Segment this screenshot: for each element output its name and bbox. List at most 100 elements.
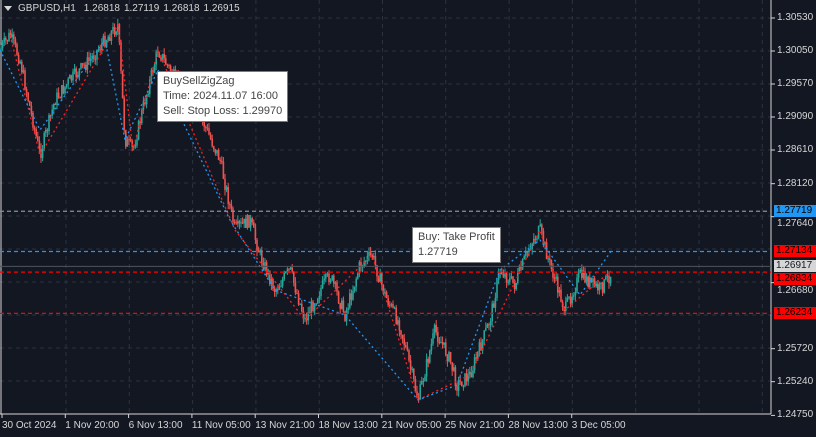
- candle-body: [497, 273, 500, 281]
- price-level-label[interactable]: 1.27719: [774, 205, 816, 218]
- price-level-label[interactable]: 1.26917: [774, 260, 816, 273]
- candle-body: [582, 270, 585, 278]
- candle-body: [475, 357, 477, 359]
- candle-body: [45, 129, 47, 133]
- candle-body: [390, 304, 393, 306]
- candle-body: [417, 397, 420, 400]
- candle-body: [65, 84, 68, 87]
- candle-body: [568, 296, 570, 298]
- candle-body: [96, 49, 98, 60]
- candle-body: [459, 380, 461, 382]
- x-tick-label: 1 Nov 20:00: [65, 420, 120, 431]
- candle-body: [379, 273, 381, 282]
- candle-body: [408, 350, 410, 361]
- candle-body: [385, 292, 388, 299]
- candle-body: [349, 293, 351, 309]
- candle-body: [88, 57, 90, 61]
- candle-body: [3, 37, 5, 43]
- candle-body: [465, 373, 468, 382]
- candle-body: [451, 362, 453, 371]
- price-level-label[interactable]: 1.26234: [774, 307, 816, 320]
- candle-body: [109, 36, 111, 41]
- chart-header: GBPUSD,H1 1.26818 1.27119 1.26818 1.2691…: [4, 3, 240, 14]
- candle-body: [473, 357, 476, 371]
- candle-body: [353, 286, 356, 291]
- candle-body: [211, 138, 213, 147]
- dropdown-triangle-icon[interactable]: [4, 6, 12, 11]
- candle-body: [270, 279, 273, 285]
- candle-body: [318, 296, 321, 299]
- y-tick-label: 1.30530: [777, 12, 814, 23]
- candle-body: [38, 140, 41, 149]
- candle-body: [374, 255, 377, 266]
- candle-body: [102, 35, 105, 44]
- candle-body: [134, 145, 137, 147]
- candle-body: [248, 214, 250, 228]
- candle-body: [216, 150, 218, 154]
- candle-body: [8, 32, 10, 42]
- candle-body: [48, 115, 50, 132]
- candle-body: [296, 292, 298, 294]
- candle-body: [553, 277, 556, 279]
- candle-body: [526, 251, 529, 253]
- candle-body: [598, 284, 601, 291]
- candle-body: [289, 267, 292, 270]
- candle-body: [438, 341, 441, 344]
- candle-body: [585, 276, 588, 283]
- candle-body: [53, 103, 55, 110]
- candle-body: [542, 230, 545, 245]
- candle-body: [326, 273, 329, 275]
- candle-body: [403, 338, 405, 346]
- candle-body: [528, 248, 530, 253]
- candle-body: [93, 55, 95, 59]
- candle-body: [152, 70, 154, 73]
- candle-body: [555, 276, 557, 279]
- candle-body: [389, 305, 391, 307]
- price-level-label[interactable]: 1.27134: [774, 245, 816, 258]
- candle-body: [398, 320, 401, 331]
- candle-body: [32, 112, 34, 129]
- candle-body: [150, 70, 153, 80]
- candle-body: [347, 308, 349, 310]
- candle-body: [400, 330, 402, 335]
- candle-body: [206, 127, 209, 129]
- price-level-label[interactable]: 1.26834: [774, 272, 816, 285]
- candle-body: [213, 146, 215, 150]
- candle-body: [350, 293, 353, 300]
- candle-body: [113, 27, 116, 35]
- candle-body: [414, 378, 417, 392]
- candle-body: [571, 296, 573, 304]
- candle-body: [120, 42, 122, 71]
- candle-body: [110, 31, 113, 41]
- candle-body: [369, 251, 372, 255]
- candle-body: [75, 68, 77, 78]
- candle-body: [393, 307, 396, 309]
- candle-body: [1, 42, 4, 49]
- candle-body: [163, 54, 165, 59]
- candle-body: [547, 258, 549, 260]
- x-tick-label: 28 Nov 13:00: [508, 420, 568, 431]
- candle-body: [515, 283, 517, 290]
- candle-body: [371, 254, 373, 258]
- candle-body: [313, 304, 316, 311]
- y-tick-label: 1.27640: [777, 217, 814, 229]
- candle-body: [440, 342, 442, 344]
- candle-body: [446, 355, 449, 362]
- candle-body: [253, 222, 255, 228]
- candle-body: [133, 146, 135, 148]
- candle-body: [499, 272, 501, 274]
- candle-body: [441, 342, 444, 345]
- candle-body: [427, 359, 429, 363]
- candle-body: [409, 360, 412, 370]
- candle-body: [454, 367, 457, 386]
- candle-body: [606, 275, 609, 277]
- candle-body: [477, 351, 479, 359]
- y-tick-label: 1.28120: [777, 177, 814, 189]
- x-tick-label: 11 Nov 05:00: [191, 420, 251, 431]
- x-tick-label: 13 Nov 21:00: [255, 420, 315, 431]
- candle-body: [381, 273, 383, 285]
- candle-body: [222, 161, 225, 179]
- candle-body: [576, 277, 578, 292]
- candle-body: [243, 218, 245, 224]
